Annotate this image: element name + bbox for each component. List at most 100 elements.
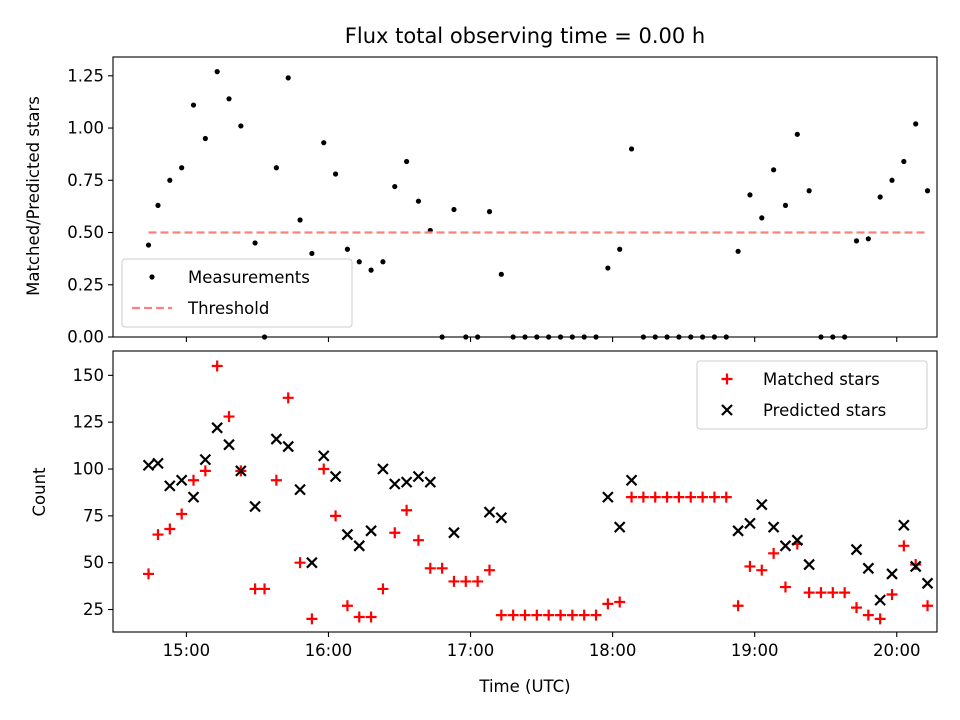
x-tick-label: 17:00 xyxy=(447,641,495,660)
measurements-point xyxy=(901,158,907,165)
measurements-point xyxy=(498,271,504,277)
matched-stars-point xyxy=(401,504,413,516)
matched-stars-point xyxy=(282,392,294,404)
measurements-point xyxy=(202,135,208,142)
matched-stars-point xyxy=(590,609,602,621)
matched-stars-point xyxy=(318,463,330,475)
matched-stars-point xyxy=(922,600,934,612)
bottom-y-tick-label: 125 xyxy=(73,413,105,432)
measurements-point xyxy=(605,265,611,271)
matched-stars-point xyxy=(850,602,862,614)
matched-stars-point xyxy=(389,527,401,539)
measurements-point xyxy=(889,177,895,183)
top-axes-frame xyxy=(112,56,938,338)
measurements-point xyxy=(628,146,635,152)
predicted-stars-point xyxy=(235,465,247,477)
predicted-stars-point xyxy=(199,453,212,466)
matched-stars-point xyxy=(685,491,697,503)
matched-stars-point xyxy=(602,598,614,610)
legend-predicted-stars-swatch xyxy=(721,404,733,416)
measurements-point xyxy=(771,167,777,173)
predicted-stars-point xyxy=(341,528,354,541)
measurements-point xyxy=(332,171,339,177)
predicted-stars-point xyxy=(377,463,389,475)
bottom-panel: 15:00 16:00 17:00 18:00 19:00 20:00 25 50 75 100 1… xyxy=(73,350,938,660)
matched-stars-point xyxy=(341,600,353,612)
predicted-stars-point xyxy=(282,440,294,453)
top-legend-box xyxy=(121,258,353,328)
matched-stars-point xyxy=(827,587,839,599)
top-y-tick-label: 1.25 xyxy=(67,66,104,85)
measurements-point xyxy=(190,102,197,108)
matched-stars-point xyxy=(744,560,756,572)
bottom-y-tick-label: 25 xyxy=(83,600,104,619)
measurements-point xyxy=(297,217,303,223)
measurements-point xyxy=(747,192,753,198)
legend-measurements-label: Measurements xyxy=(188,268,310,287)
measurements-point xyxy=(309,250,315,257)
measurements-point xyxy=(252,240,258,246)
bottom-legend-box xyxy=(696,360,928,430)
matched-stars-point xyxy=(768,547,780,559)
matched-stars-point xyxy=(460,575,472,587)
matched-stars-point xyxy=(199,465,211,477)
x-tick-label: 18:00 xyxy=(589,641,637,660)
bottom-y-axis-label: Count xyxy=(30,467,49,517)
top-y-tick-label: 0.25 xyxy=(67,275,104,294)
matched-stars-point xyxy=(507,609,519,621)
bottom-y-tick-label: 50 xyxy=(83,553,104,572)
matched-stars-point xyxy=(143,568,155,580)
measurements-point xyxy=(368,267,374,273)
matched-stars-point xyxy=(531,609,543,621)
predicted-stars-point xyxy=(175,474,188,487)
matched-stars-point xyxy=(886,589,898,601)
matched-stars-point xyxy=(365,611,377,623)
measurements-point xyxy=(735,248,741,254)
measurements-point xyxy=(392,183,398,190)
matched-stars-point xyxy=(720,491,732,503)
matched-stars-point xyxy=(306,613,318,625)
predicted-stars-point xyxy=(400,476,413,488)
predicted-stars-point xyxy=(862,562,875,575)
measurements-point xyxy=(865,236,871,242)
predicted-stars-point xyxy=(164,480,176,492)
predicted-stars-point xyxy=(448,526,460,539)
matched-stars-point xyxy=(614,596,626,608)
measurements-point xyxy=(404,158,410,165)
predicted-stars-point xyxy=(483,506,496,518)
measurements-point xyxy=(794,131,800,137)
matched-stars-point xyxy=(637,491,649,503)
measurements-point xyxy=(273,165,279,171)
matched-stars-point xyxy=(270,474,282,486)
matched-stars-point xyxy=(330,510,342,522)
matched-stars-point xyxy=(543,609,555,621)
predicted-stars-point xyxy=(353,540,366,552)
predicted-stars-point xyxy=(886,568,898,580)
matched-stars-point xyxy=(661,491,673,503)
predicted-stars-point xyxy=(412,470,425,483)
predicted-stars-point xyxy=(791,534,804,546)
matched-stars-point xyxy=(910,559,922,571)
top-y-tick-label: 0.50 xyxy=(67,223,104,242)
predicted-stars-point xyxy=(152,457,164,470)
matched-stars-point xyxy=(448,575,460,587)
matched-stars-point xyxy=(555,609,567,621)
bottom-y-tick-label: 75 xyxy=(83,506,104,525)
predicted-stars-point xyxy=(329,470,342,483)
predicted-stars-point xyxy=(424,476,437,488)
measurements-point xyxy=(145,242,152,248)
measurements-point xyxy=(486,209,493,215)
predicted-stars-point xyxy=(898,519,910,531)
predicted-stars-point xyxy=(294,483,306,496)
measurements-point xyxy=(356,259,362,265)
matched-stars-point xyxy=(152,529,164,541)
measurements-point xyxy=(226,96,232,102)
matched-stars-point xyxy=(697,491,709,503)
top-y-tick-label: 1.00 xyxy=(67,119,104,138)
x-tick-label: 16:00 xyxy=(305,641,353,660)
matched-stars-point xyxy=(188,474,200,486)
matched-stars-point xyxy=(249,583,261,595)
predicted-stars-point xyxy=(223,438,235,451)
measurements-point xyxy=(167,177,173,183)
predicted-stars-point xyxy=(187,491,200,503)
